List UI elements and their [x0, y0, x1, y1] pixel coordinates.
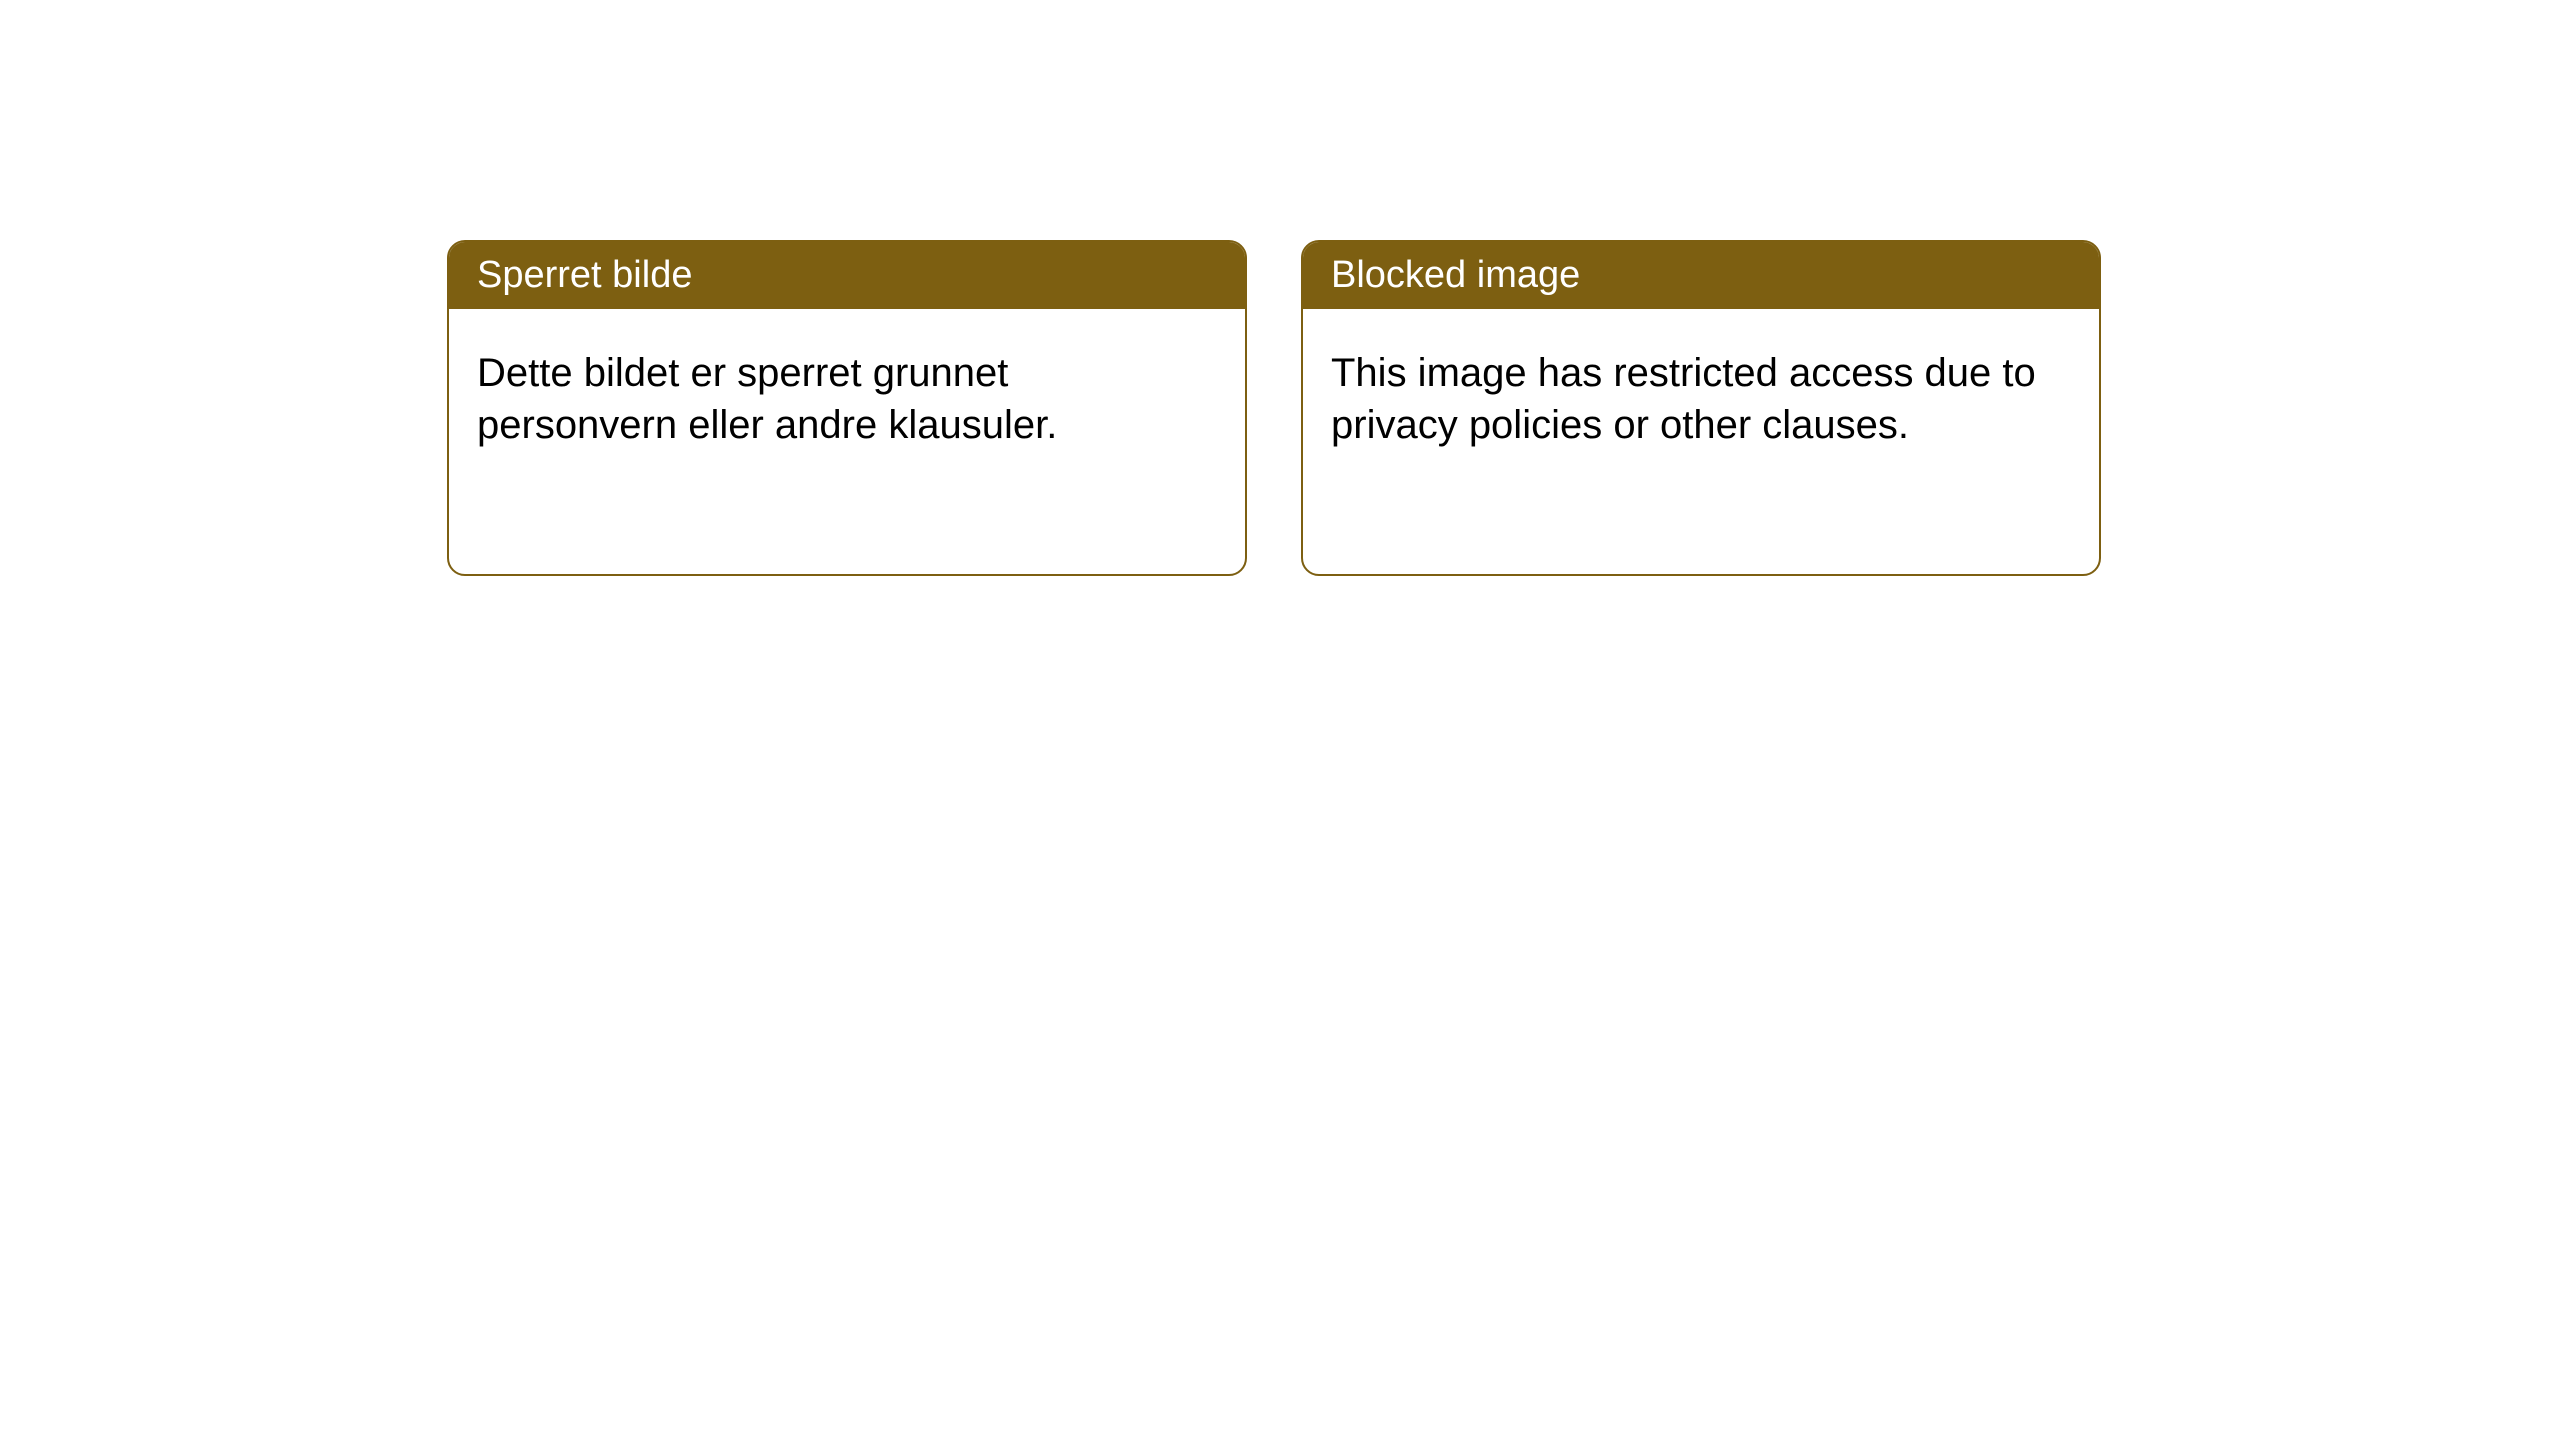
notice-header-text: Sperret bilde: [477, 254, 692, 296]
notice-container: Sperret bilde Dette bildet er sperret gr…: [447, 240, 2101, 576]
notice-header-norwegian: Sperret bilde: [449, 242, 1245, 309]
notice-header-english: Blocked image: [1303, 242, 2099, 309]
notice-card-english: Blocked image This image has restricted …: [1301, 240, 2101, 576]
notice-body-english: This image has restricted access due to …: [1303, 309, 2099, 489]
notice-body-text: This image has restricted access due to …: [1331, 351, 2036, 447]
notice-body-norwegian: Dette bildet er sperret grunnet personve…: [449, 309, 1245, 489]
notice-body-text: Dette bildet er sperret grunnet personve…: [477, 351, 1057, 447]
notice-card-norwegian: Sperret bilde Dette bildet er sperret gr…: [447, 240, 1247, 576]
notice-header-text: Blocked image: [1331, 254, 1580, 296]
